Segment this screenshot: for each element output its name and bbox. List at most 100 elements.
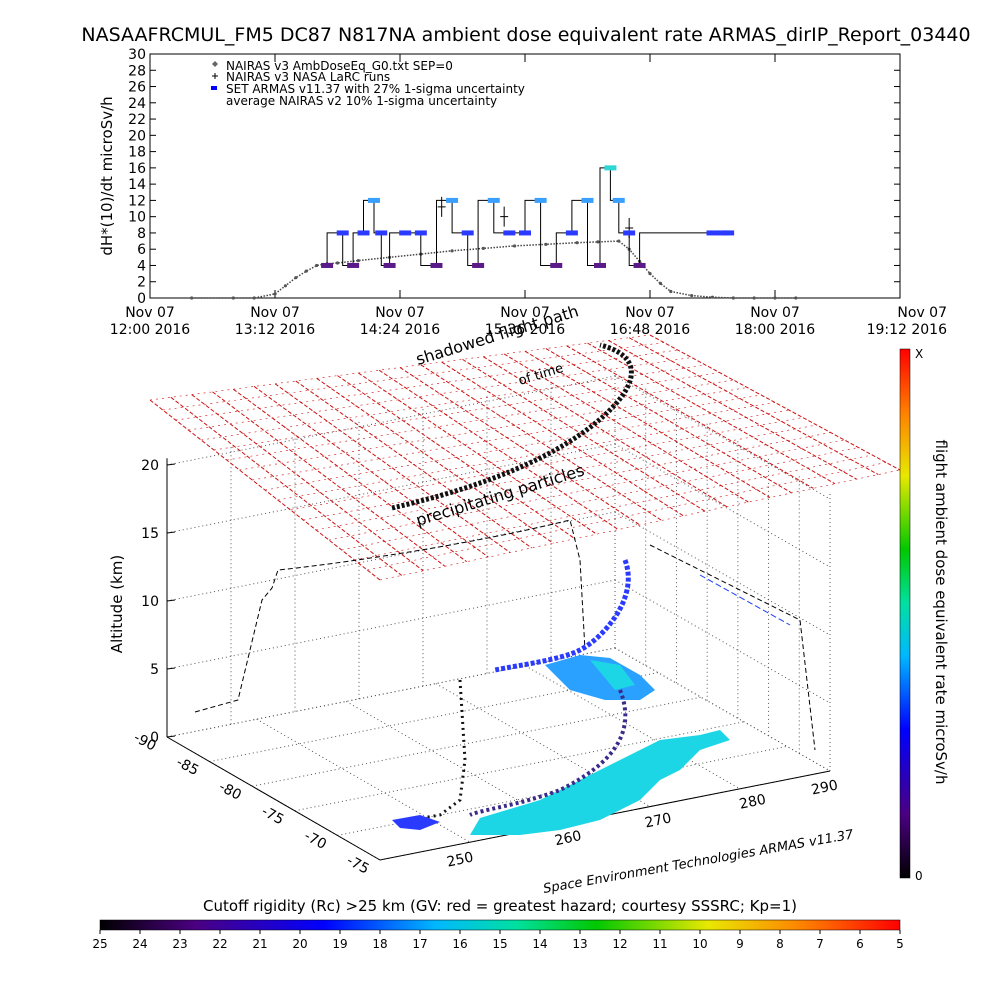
top-ytick-label: 30	[128, 47, 146, 63]
series-armas-point	[581, 197, 594, 203]
top-xtick-label-date: Nov 07	[125, 305, 175, 321]
top-ytick-label: 16	[128, 161, 146, 177]
series-nairas-v3-point	[669, 289, 673, 294]
dose-colorbar-min: 0	[915, 869, 923, 883]
series-armas-point	[722, 230, 735, 236]
series-nairas-v3-point	[690, 293, 694, 298]
series-nairas-v3-point	[794, 296, 798, 300]
rigidity-tick-label: 22	[212, 937, 227, 951]
figure-title: NASAAFRCMUL_FM5 DC87 N817NA ambient dose…	[81, 24, 970, 46]
radiation-plane-line	[162, 342, 664, 411]
top-ytick-label: 18	[128, 145, 146, 161]
altitude-tick-mark	[166, 463, 176, 466]
legend-diamond-marker	[212, 61, 218, 67]
series-nairas-v3-point	[617, 239, 621, 243]
rigidity-tick-label: 25	[92, 937, 107, 951]
series-nairas-v3-point	[304, 269, 308, 273]
rigidity-tick-label: 16	[452, 937, 467, 951]
software-credit: Space Environment Technologies ARMAS v11…	[542, 827, 855, 897]
dose-colorbar-max: X	[915, 347, 923, 361]
top-xtick-label-time: 16:48 2016	[610, 322, 691, 338]
radiation-plane-line	[212, 391, 446, 567]
altitude-tick-mark	[166, 735, 176, 738]
wall-flight-shadow	[194, 519, 586, 713]
rigidity-tick-label: 9	[736, 937, 744, 951]
rigidity-tick-label: 11	[652, 937, 667, 951]
radiation-plane-line	[226, 379, 734, 461]
series-nairas-v3-point	[231, 296, 235, 300]
altitude-tick-label: 15	[141, 526, 159, 542]
rigidity-colorbar-label: Cutoff rigidity (Rc) >25 km (GV: red = g…	[203, 897, 797, 915]
top-ytick-label: 14	[128, 177, 146, 193]
rigidity-tick-label: 24	[132, 937, 147, 951]
latitude-tick-label: -80	[216, 779, 244, 804]
altitude-tick-mark	[166, 531, 176, 534]
legend-blue-marker	[211, 86, 217, 90]
radiation-plane-line	[239, 387, 748, 471]
longitude-tick-label: 260	[553, 828, 582, 849]
rigidity-tick-label: 6	[856, 937, 864, 951]
rigidity-tick-label: 7	[816, 937, 824, 951]
zaxis-label: Altitude (km)	[108, 555, 126, 653]
legend-entry: SET ARMAS v11.37 with 27% 1-sigma uncert…	[226, 82, 525, 96]
series-nairas-v3-line	[191, 240, 796, 299]
3d-flight-scene	[149, 334, 901, 861]
series-armas-point	[367, 197, 380, 203]
rigidity-tick-label: 12	[612, 937, 627, 951]
top-ytick-label: 4	[137, 258, 146, 274]
radiation-plane-line	[608, 339, 857, 480]
longitude-tick-label: 270	[643, 810, 672, 831]
series-nairas-v3-point	[273, 292, 277, 296]
legend-entry: average NAIRAS v2 10% 1-sigma uncertaint…	[226, 94, 497, 108]
series-nairas-v3-point	[544, 242, 548, 246]
rigidity-tick-label: 20	[292, 937, 307, 951]
longitude-tick-label: 250	[445, 849, 474, 870]
rigidity-tick-label: 5	[896, 937, 904, 951]
altitude-tick-label: 20	[141, 458, 159, 474]
top-ytick-label: 24	[128, 96, 146, 112]
top-ytick-label: 28	[128, 63, 146, 79]
rigidity-tick-label: 8	[776, 937, 784, 951]
legend-plus-marker	[212, 73, 218, 79]
top-xtick-label-date: Nov 07	[375, 305, 425, 321]
radiation-plane-line	[420, 364, 662, 521]
radiation-plane-line	[524, 350, 771, 498]
radiation-plane-line	[379, 469, 901, 581]
series-armas-point	[399, 230, 412, 236]
rigidity-tick-label: 17	[412, 937, 427, 951]
radiation-plane-line	[649, 334, 901, 471]
latitude-tick-label: -85	[174, 754, 202, 779]
wall-grid-line	[614, 511, 831, 636]
series-larc-point	[500, 206, 509, 227]
radiation-plane-line	[367, 462, 887, 571]
lat-axis	[166, 736, 381, 861]
top-xtick-label-time: 18:00 2016	[735, 322, 816, 338]
latitude-tick-label: -75	[344, 853, 372, 878]
radiation-plane-line	[354, 454, 873, 561]
altitude-tick-mark	[166, 599, 176, 602]
series-nairas-v3-point	[190, 296, 194, 300]
top-ytick-label: 0	[137, 291, 146, 307]
rigidity-tick-label: 10	[692, 937, 707, 951]
top-xtick-label-date: Nov 07	[750, 305, 800, 321]
series-nairas-v3-point	[481, 246, 485, 250]
annotation-of-time: of time	[517, 361, 565, 389]
series-nairas-v3-point	[450, 249, 454, 253]
rigidity-tick-label: 18	[372, 937, 387, 951]
series-nairas-v3-point	[773, 296, 777, 300]
radiation-plane-line	[252, 394, 762, 481]
series-nairas-v3-point	[335, 261, 340, 265]
top-ytick-label: 12	[128, 193, 146, 209]
radiation-plane-line	[233, 388, 467, 563]
shadowed-flight-path	[391, 342, 634, 511]
top-xtick-label-time: 13:12 2016	[235, 322, 316, 338]
top-ytick-label: 10	[128, 210, 146, 226]
series-armas-point	[519, 230, 531, 236]
legend-entry: NAIRAS v3 NASA LaRC runs	[226, 70, 390, 84]
rigidity-colorbar	[99, 919, 901, 931]
land-mass	[590, 660, 635, 690]
series-armas-point	[594, 262, 606, 268]
radiation-plane-line	[149, 334, 651, 401]
series-nairas-v3-point	[731, 296, 735, 300]
